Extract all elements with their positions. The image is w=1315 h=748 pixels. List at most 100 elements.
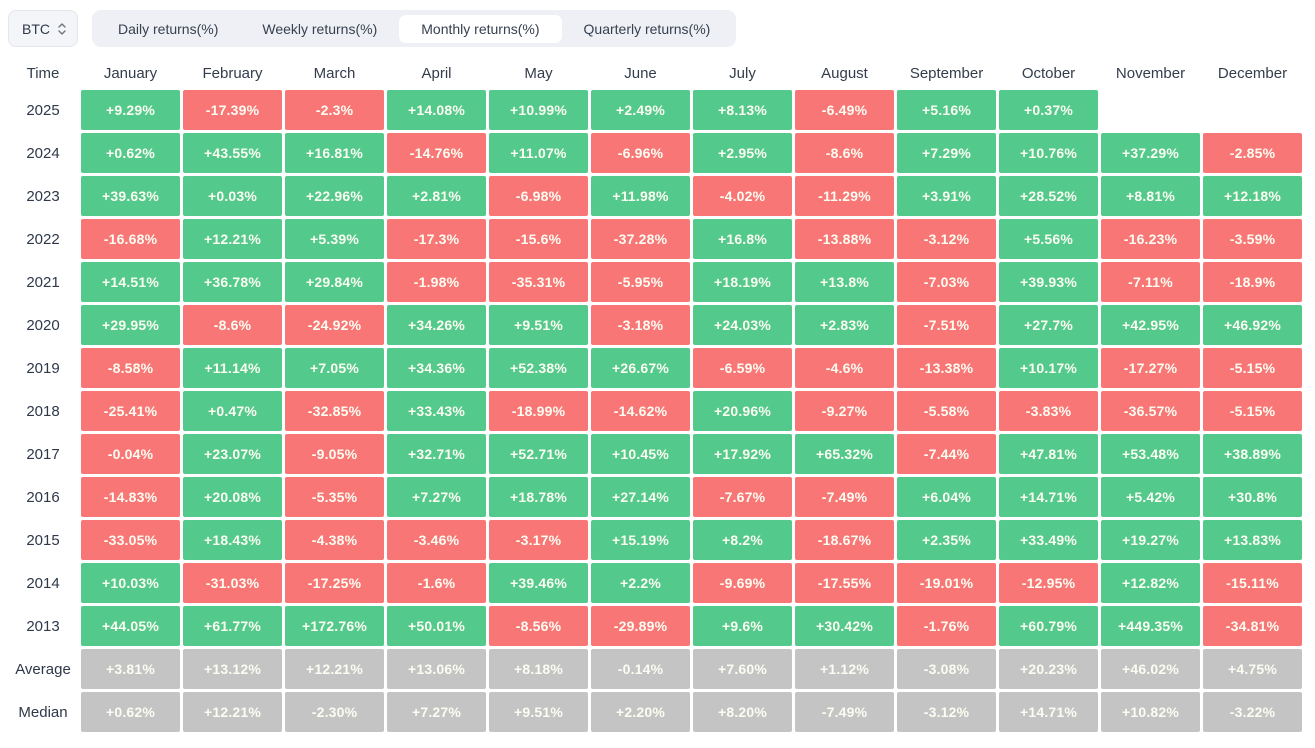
return-cell (1101, 90, 1200, 130)
tab-monthly-returns[interactable]: Monthly returns(%) (399, 14, 562, 43)
return-cell: -7.49% (795, 477, 894, 517)
return-cell: -3.22% (1203, 692, 1302, 732)
return-cell: +5.56% (999, 219, 1098, 259)
return-cell: -2.85% (1203, 133, 1302, 173)
column-header-november: November (1115, 65, 1186, 82)
column-header-march: March (313, 65, 356, 82)
return-cell: -3.17% (489, 520, 588, 560)
return-cell: +17.92% (693, 434, 792, 474)
return-cell: +29.84% (285, 262, 384, 302)
column-header-july: July (729, 65, 756, 82)
return-cell: +5.42% (1101, 477, 1200, 517)
return-cell: +50.01% (387, 606, 486, 646)
return-cell: +13.83% (1203, 520, 1302, 560)
return-cell: +172.76% (285, 606, 384, 646)
return-cell: -5.95% (591, 262, 690, 302)
return-cell: +10.82% (1101, 692, 1200, 732)
return-cell: +5.39% (285, 219, 384, 259)
tab-quarterly-returns[interactable]: Quarterly returns(%) (583, 20, 711, 37)
return-cell: +12.21% (183, 219, 282, 259)
return-cell: -1.76% (897, 606, 996, 646)
return-cell: -0.04% (81, 434, 180, 474)
return-cell: -18.99% (489, 391, 588, 431)
return-cell: -15.6% (489, 219, 588, 259)
row-label: 2022 (26, 230, 60, 248)
return-cell: +14.71% (999, 477, 1098, 517)
return-cell: +2.83% (795, 305, 894, 345)
return-cell: +10.17% (999, 348, 1098, 388)
return-cell: -9.27% (795, 391, 894, 431)
return-cell: +7.27% (387, 692, 486, 732)
return-cell: +30.42% (795, 606, 894, 646)
return-cell: +33.49% (999, 520, 1098, 560)
return-cell: -17.27% (1101, 348, 1200, 388)
return-cell: +11.14% (183, 348, 282, 388)
return-cell: -3.08% (897, 649, 996, 689)
return-cell: +7.60% (693, 649, 792, 689)
return-cell: -7.51% (897, 305, 996, 345)
row-label: 2020 (26, 316, 60, 334)
return-cell: -32.85% (285, 391, 384, 431)
return-cell: +9.29% (81, 90, 180, 130)
return-cell: -7.11% (1101, 262, 1200, 302)
return-cell: -29.89% (591, 606, 690, 646)
return-cell: -8.6% (795, 133, 894, 173)
return-cell: +1.12% (795, 649, 894, 689)
return-cell: +34.26% (387, 305, 486, 345)
return-cell: -13.88% (795, 219, 894, 259)
column-header-april: April (421, 65, 452, 82)
return-cell: -5.15% (1203, 391, 1302, 431)
symbol-select[interactable]: BTC (8, 10, 78, 47)
column-header-january: January (103, 65, 158, 82)
row-label: 2016 (26, 488, 60, 506)
row-label: 2021 (26, 273, 60, 291)
return-cell: +10.45% (591, 434, 690, 474)
return-cell: -31.03% (183, 563, 282, 603)
return-cell: +20.96% (693, 391, 792, 431)
return-cell: -7.49% (795, 692, 894, 732)
return-cell: +46.92% (1203, 305, 1302, 345)
return-cell: +36.78% (183, 262, 282, 302)
return-cell: +10.99% (489, 90, 588, 130)
return-cell: -16.23% (1101, 219, 1200, 259)
return-cell: +2.49% (591, 90, 690, 130)
return-cell: +2.81% (387, 176, 486, 216)
chevron-up-down-icon (57, 22, 67, 36)
return-cell: -1.98% (387, 262, 486, 302)
return-cell: -3.46% (387, 520, 486, 560)
return-cell: -1.6% (387, 563, 486, 603)
return-cell: -17.55% (795, 563, 894, 603)
return-cell: -17.25% (285, 563, 384, 603)
return-cell: +3.81% (81, 649, 180, 689)
return-cell: +10.76% (999, 133, 1098, 173)
return-cell: +26.67% (591, 348, 690, 388)
return-cell: +43.55% (183, 133, 282, 173)
return-cell: +47.81% (999, 434, 1098, 474)
tab-daily-returns[interactable]: Daily returns(%) (118, 20, 219, 37)
return-cell: +27.7% (999, 305, 1098, 345)
return-cell: +6.04% (897, 477, 996, 517)
return-cell: +2.20% (591, 692, 690, 732)
column-header-october: October (1021, 65, 1076, 82)
return-cell: +37.29% (1101, 133, 1200, 173)
return-cell: -35.31% (489, 262, 588, 302)
return-cell: +22.96% (285, 176, 384, 216)
return-cell: +14.08% (387, 90, 486, 130)
column-header-february: February (202, 65, 263, 82)
column-header-august: August (821, 65, 868, 82)
return-cell: -6.49% (795, 90, 894, 130)
return-cell: -12.95% (999, 563, 1098, 603)
returns-period-tabs: Daily returns(%) Weekly returns(%) Monthly… (92, 10, 737, 47)
return-cell: -2.3% (285, 90, 384, 130)
tab-weekly-returns[interactable]: Weekly returns(%) (262, 20, 378, 37)
return-cell: +65.32% (795, 434, 894, 474)
return-cell: +0.03% (183, 176, 282, 216)
return-cell: +12.21% (285, 649, 384, 689)
monthly-returns-widget: BTC Daily returns(%) Weekly returns(%) Mon… (8, 10, 1302, 732)
row-label: 2025 (26, 101, 60, 119)
return-cell: -5.15% (1203, 348, 1302, 388)
row-label: 2023 (26, 187, 60, 205)
return-cell: +2.2% (591, 563, 690, 603)
return-cell: +13.12% (183, 649, 282, 689)
return-cell: -24.92% (285, 305, 384, 345)
